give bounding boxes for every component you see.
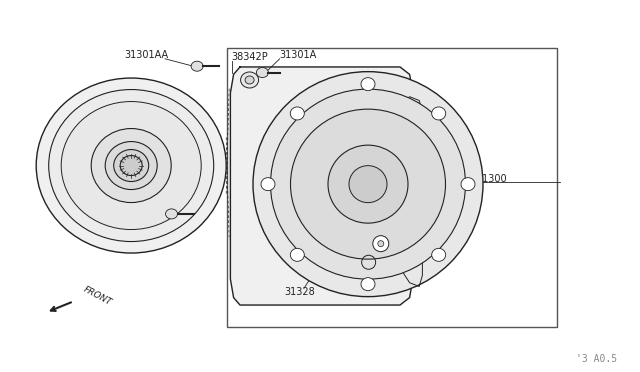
Ellipse shape (271, 89, 465, 279)
Text: 31100: 31100 (40, 158, 71, 168)
Ellipse shape (253, 72, 483, 296)
Ellipse shape (241, 72, 259, 88)
Bar (227, 48, 557, 327)
Text: （1）: （1） (379, 263, 396, 272)
Ellipse shape (245, 76, 254, 84)
Ellipse shape (461, 178, 475, 190)
Text: 31301A: 31301A (280, 50, 317, 60)
Ellipse shape (166, 209, 177, 219)
Ellipse shape (291, 248, 304, 262)
Ellipse shape (375, 187, 387, 196)
Ellipse shape (49, 90, 214, 241)
Text: 38342P: 38342P (232, 52, 268, 61)
Ellipse shape (36, 78, 226, 253)
Text: 31301A: 31301A (108, 218, 145, 228)
Text: FRONT: FRONT (82, 285, 113, 307)
Ellipse shape (349, 166, 387, 203)
Text: 31328E: 31328E (394, 174, 431, 184)
Ellipse shape (361, 78, 375, 91)
Ellipse shape (361, 278, 375, 291)
Ellipse shape (120, 155, 142, 176)
Ellipse shape (291, 107, 304, 120)
Ellipse shape (191, 61, 203, 71)
Circle shape (378, 241, 384, 247)
Ellipse shape (257, 68, 268, 77)
Ellipse shape (432, 107, 445, 120)
Ellipse shape (91, 129, 172, 202)
Ellipse shape (105, 141, 157, 190)
Circle shape (386, 187, 396, 196)
Text: 09120-6162B: 09120-6162B (379, 256, 445, 265)
Text: 31328: 31328 (285, 287, 316, 297)
Polygon shape (230, 67, 413, 305)
Ellipse shape (328, 145, 408, 223)
Text: B: B (366, 259, 371, 265)
Ellipse shape (114, 150, 148, 182)
Text: 31300: 31300 (477, 174, 508, 184)
Ellipse shape (291, 109, 445, 259)
Text: '3 A0.5: '3 A0.5 (577, 354, 618, 364)
Text: 31301AA: 31301AA (124, 50, 168, 60)
Ellipse shape (261, 178, 275, 190)
Circle shape (372, 235, 388, 252)
Ellipse shape (61, 102, 201, 230)
Ellipse shape (432, 248, 445, 262)
Polygon shape (400, 97, 422, 286)
